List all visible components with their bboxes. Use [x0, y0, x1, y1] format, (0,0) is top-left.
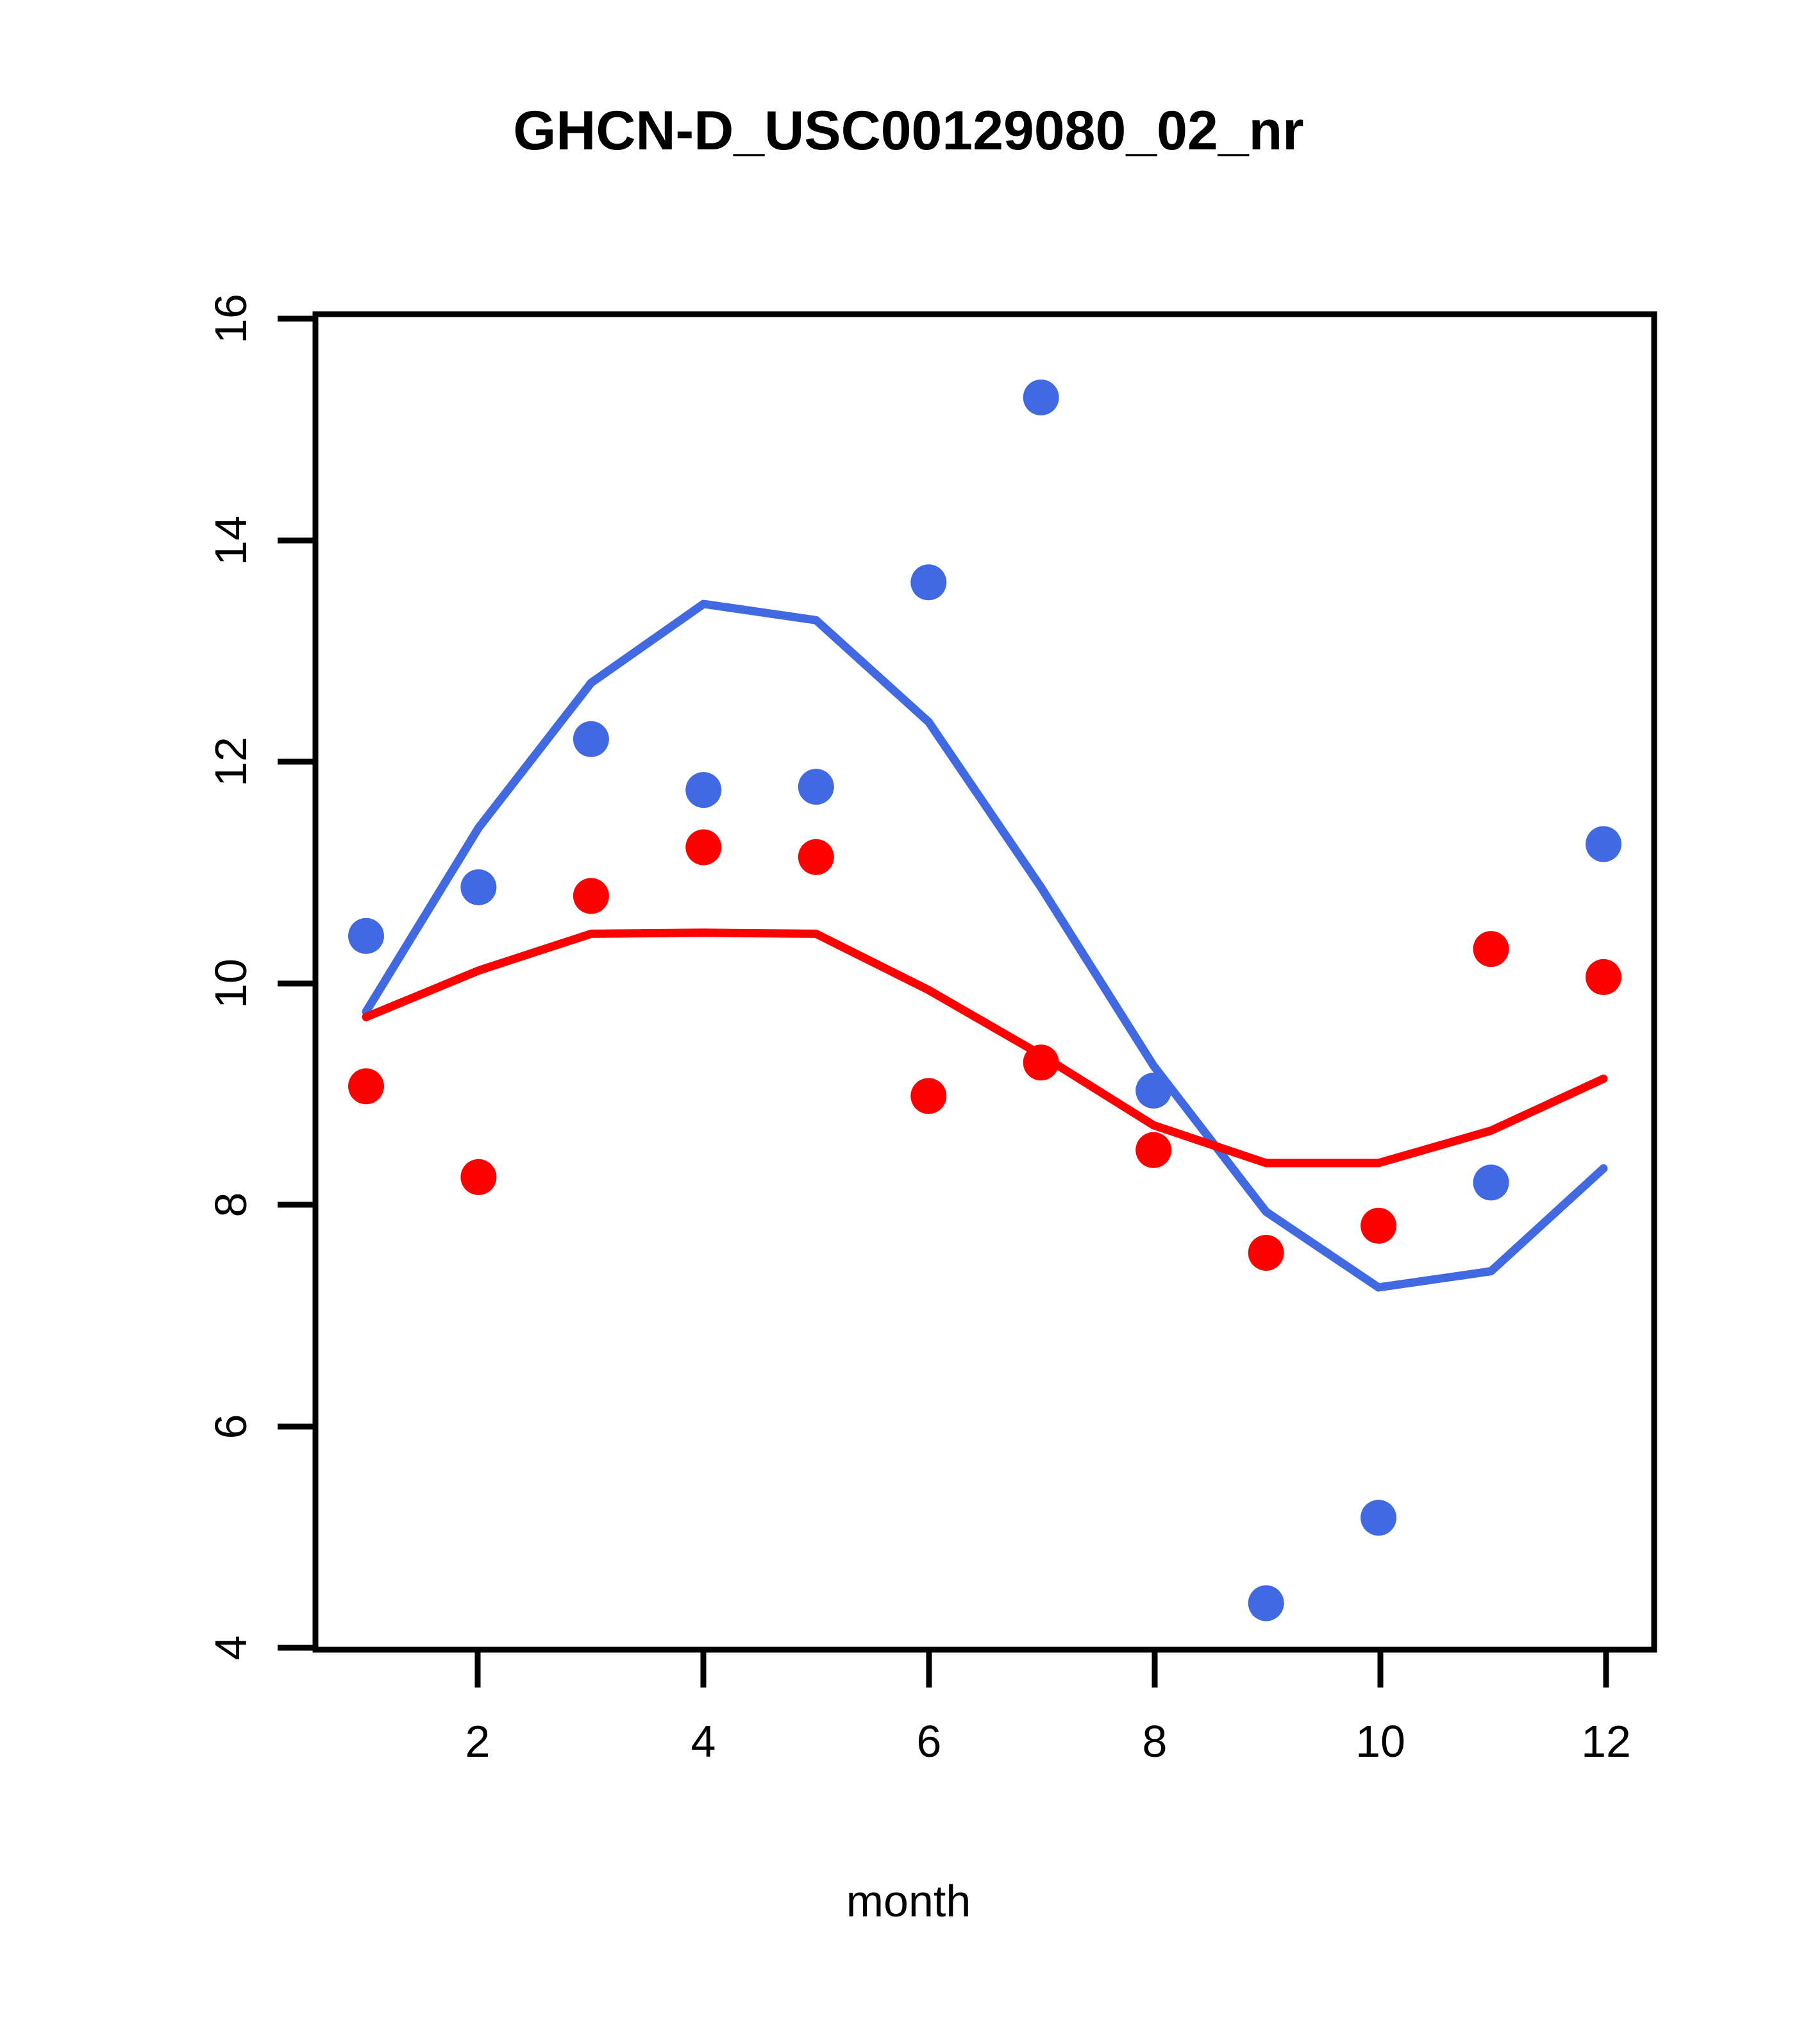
data-point	[460, 869, 497, 905]
blue-points	[348, 379, 1621, 1621]
data-point	[1473, 1164, 1509, 1201]
blue-line	[362, 599, 1608, 1292]
data-point	[910, 564, 947, 601]
data-point	[1248, 1585, 1284, 1621]
y-tick-label: 6	[206, 1414, 256, 1439]
data-point	[910, 1078, 947, 1114]
data-point	[685, 772, 722, 808]
data-point	[573, 878, 609, 914]
data-point	[1361, 1207, 1397, 1244]
data-point	[348, 917, 384, 954]
data-series-layer	[348, 379, 1621, 1621]
data-point	[1023, 1044, 1059, 1081]
y-axis-tick-labels: 4 6 8 10 12 14 16	[206, 294, 256, 1660]
x-axis-ticks	[474, 1650, 1609, 1688]
plot-frame	[312, 311, 1657, 1653]
x-tick-label: 8	[1143, 1716, 1168, 1766]
y-tick-label: 14	[206, 515, 256, 565]
data-point	[798, 769, 834, 805]
red-line	[362, 928, 1608, 1168]
y-tick-label: 8	[206, 1193, 256, 1218]
data-point	[1135, 1073, 1172, 1109]
y-tick-label: 12	[206, 737, 256, 787]
data-point	[460, 1159, 497, 1195]
x-tick-label: 2	[465, 1716, 490, 1766]
x-tick-label: 6	[917, 1716, 942, 1766]
data-point	[1586, 959, 1621, 995]
page-title: GHCN-D_USC00129080_02_nr	[513, 100, 1304, 162]
data-point	[798, 839, 834, 875]
red-points	[348, 829, 1621, 1271]
data-point	[1248, 1235, 1284, 1271]
y-tick-label: 4	[206, 1636, 256, 1661]
data-point	[1586, 826, 1621, 862]
data-point	[573, 721, 609, 757]
data-point	[1135, 1132, 1172, 1168]
data-point	[348, 1068, 384, 1105]
y-tick-label: 16	[206, 294, 256, 344]
data-point	[1023, 379, 1059, 415]
y-axis-ticks	[278, 315, 315, 1651]
y-tick-label: 10	[206, 959, 256, 1009]
data-point	[1473, 931, 1509, 968]
x-tick-label: 10	[1355, 1716, 1405, 1766]
x-axis-label: month	[846, 1876, 971, 1926]
x-tick-label: 12	[1581, 1716, 1631, 1766]
x-axis-tick-labels: 2 4 6 8 10 12	[465, 1716, 1631, 1766]
data-point	[685, 829, 722, 866]
data-point	[1361, 1500, 1397, 1536]
x-tick-label: 4	[691, 1716, 716, 1766]
